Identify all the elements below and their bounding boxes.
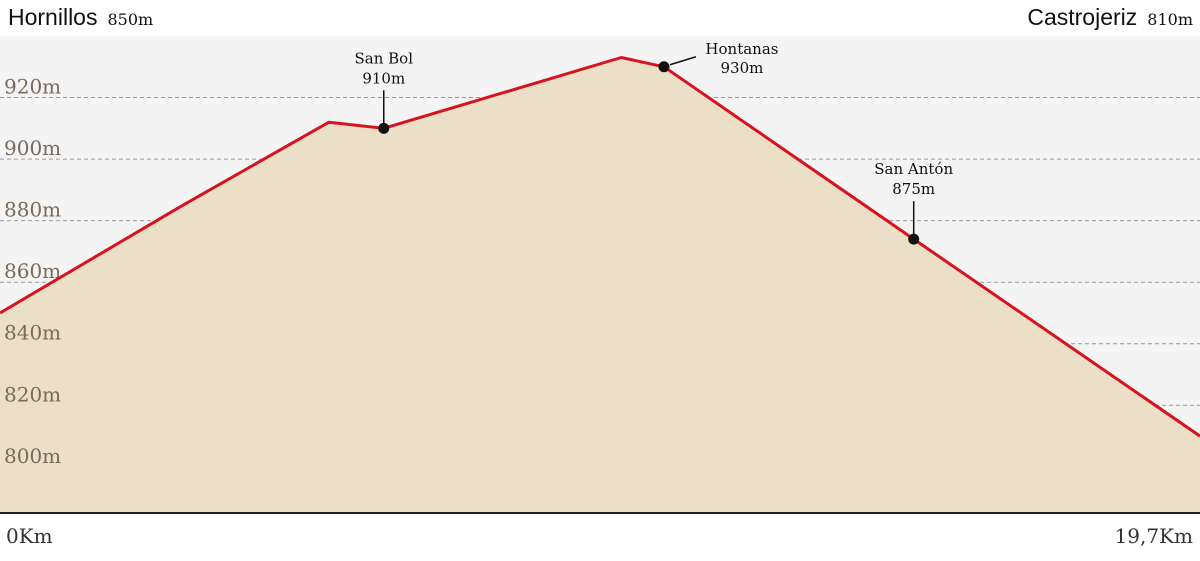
start-elevation: 850m	[107, 10, 153, 29]
y-axis-ticks: 800m 820m 840m 860m 880m 900m 920m	[4, 75, 61, 468]
leader-line	[669, 56, 697, 66]
end-name: Castrojeriz	[1027, 4, 1137, 30]
end-location: Castrojeriz 810m	[1027, 4, 1193, 30]
waypoint-marker	[658, 61, 670, 73]
waypoint-elevation: 875m	[892, 180, 935, 198]
waypoint-name: San Bol	[355, 49, 414, 67]
waypoint-san-bol: San Bol 910m	[355, 49, 414, 134]
waypoint-marker	[378, 122, 390, 134]
end-elevation: 810m	[1147, 10, 1193, 29]
waypoint-name: Hontanas	[705, 40, 778, 58]
y-tick-label: 880m	[4, 198, 61, 222]
y-tick-label: 860m	[4, 259, 61, 283]
y-tick-label: 820m	[4, 382, 61, 406]
y-tick-label: 900m	[4, 136, 61, 160]
waypoint-marker	[908, 233, 920, 245]
elevation-area-fill	[0, 57, 1200, 513]
waypoint-name: San Antón	[874, 160, 953, 178]
y-tick-label: 920m	[4, 75, 61, 99]
y-tick-label: 840m	[4, 321, 61, 345]
waypoint-san-ant-n: San Antón 875m	[874, 160, 953, 245]
x-tick-start: 0Km	[6, 524, 53, 548]
elevation-profile-line	[0, 56, 1200, 438]
y-tick-label: 800m	[4, 444, 61, 468]
start-location: Hornillos 850m	[8, 4, 153, 30]
waypoint-elevation: 930m	[721, 59, 764, 77]
waypoint-elevation: 910m	[362, 69, 405, 87]
x-tick-end: 19,7Km	[1115, 524, 1193, 548]
start-name: Hornillos	[8, 4, 97, 30]
